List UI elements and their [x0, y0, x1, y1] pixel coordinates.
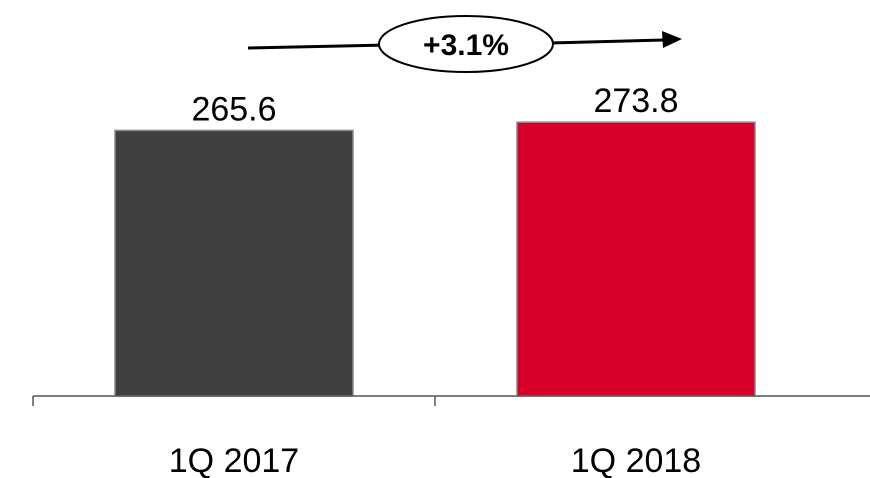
growth-arrow-line-left — [247, 43, 386, 50]
bars-group — [114, 121, 756, 397]
bar-value-label: 265.6 — [191, 90, 276, 128]
growth-ellipse — [378, 15, 554, 73]
growth-annotation: +3.1% — [247, 15, 682, 73]
x-tick-label: 1Q 2017 — [169, 442, 299, 478]
bar-value-label: 273.8 — [593, 82, 678, 120]
x-tick-labels-group: 1Q 2017 1Q 2018 — [169, 442, 701, 478]
x-axis — [32, 395, 870, 406]
value-labels-group: 265.6 273.8 — [191, 82, 678, 128]
growth-label: +3.1% — [423, 29, 509, 62]
bar — [114, 129, 354, 397]
growth-arrow-line-right — [549, 38, 665, 45]
x-tick-label: 1Q 2018 — [571, 442, 701, 478]
growth-arrow-head — [662, 31, 682, 48]
bar — [516, 121, 756, 397]
